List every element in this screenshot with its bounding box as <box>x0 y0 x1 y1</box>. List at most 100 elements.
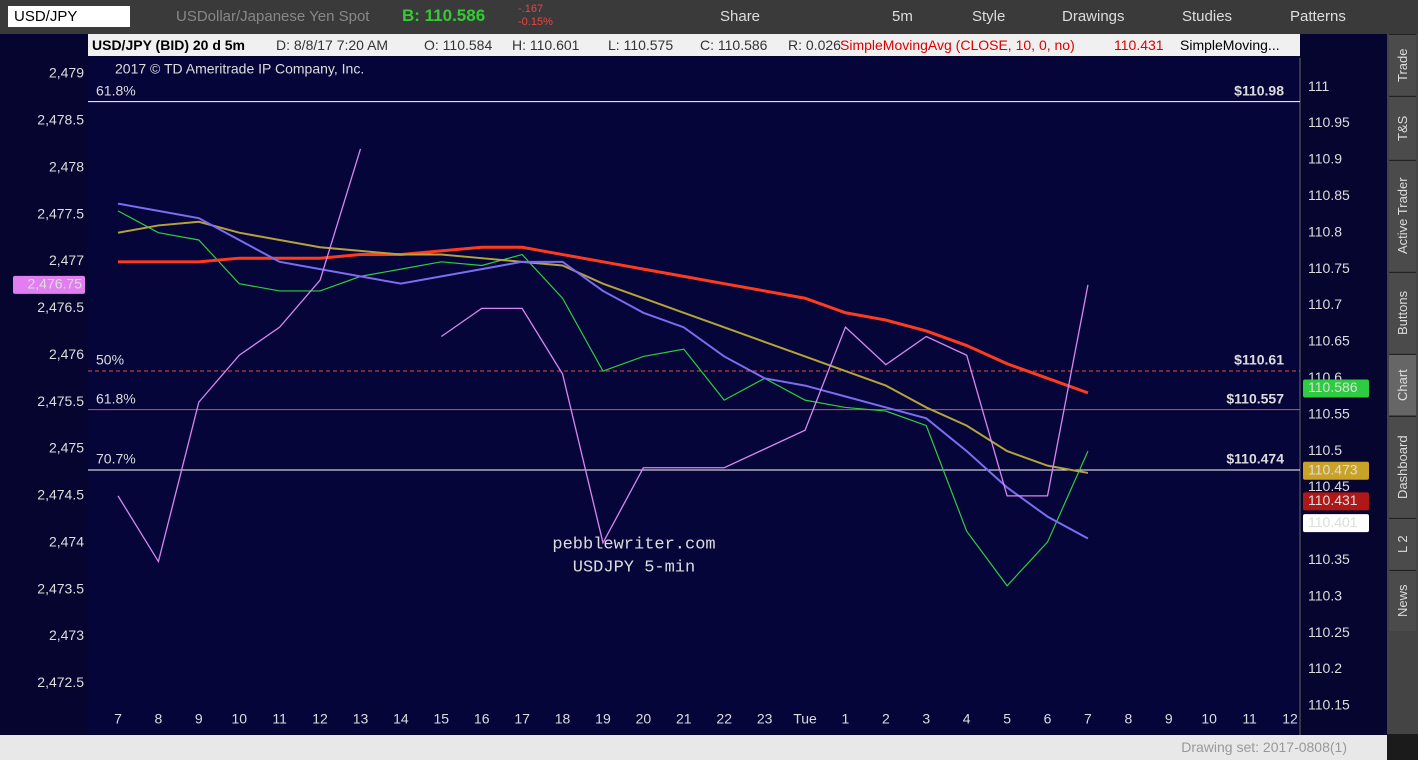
button[interactable]: Style <box>972 8 1006 25</box>
toolbar: USD/JPY USDollar/Japanese Yen Spot B: 11… <box>0 0 1418 34</box>
y-tick-label: 2,474 <box>49 533 84 549</box>
fib-price: $110.474 <box>1226 451 1284 467</box>
y-tick-label: 2,477.5 <box>37 205 84 221</box>
price-badge <box>1303 514 1369 533</box>
x-tick-label: 8 <box>155 711 163 727</box>
x-tick-label: 10 <box>231 711 247 727</box>
y2-tick-label: 110.35 <box>1308 551 1350 567</box>
y-tick-label: 2,474.5 <box>37 487 84 503</box>
x-tick-label: 14 <box>393 711 409 727</box>
y2-tick-label: 110.65 <box>1308 333 1350 349</box>
series-line <box>117 148 362 564</box>
info-bar: USD/JPY (BID) 20 d 5m D: 8/8/17 7:20 AM O:… <box>88 34 1300 56</box>
y2-tick-label: 110.95 <box>1308 114 1350 130</box>
side-tab[interactable]: News <box>1389 570 1416 631</box>
side-tab[interactable]: Active Trader <box>1389 160 1416 271</box>
side-tab[interactable]: T&S <box>1389 96 1416 159</box>
price-badge <box>1303 379 1369 398</box>
button[interactable]: Share <box>720 8 761 25</box>
y-tick-label: 2,473.5 <box>37 580 84 596</box>
x-tick-label: 4 <box>963 711 971 727</box>
button[interactable]: Patterns <box>1290 8 1346 25</box>
info-item: C: 110.586 <box>700 37 768 53</box>
x-tick-label: 18 <box>555 711 571 727</box>
fib-label: 61.8% <box>96 390 136 406</box>
y-tick-label: 2,475 <box>49 440 84 456</box>
x-tick-label: 12 <box>312 711 328 727</box>
left-badge <box>13 275 85 294</box>
button[interactable]: Studies <box>1182 8 1233 25</box>
button[interactable]: 5m <box>892 8 913 25</box>
info-item: USD/JPY (BID) 20 d 5m <box>92 37 246 53</box>
y2-tick-label: 110.25 <box>1308 624 1350 640</box>
info-item: SimpleMoving... <box>1180 37 1280 53</box>
side-tabs: Trade T&S Active Trader Buttons Chart Dashboa… <box>1387 34 1418 734</box>
y2-tick-label: 110.3 <box>1308 587 1342 603</box>
x-tick-label: 1 <box>842 711 850 727</box>
info-item: H: 110.601 <box>512 37 580 53</box>
info-item: D: 8/8/17 7:20 AM <box>276 37 389 53</box>
info-item: L: 110.575 <box>608 37 674 53</box>
fib-label: 50% <box>96 352 124 368</box>
x-tick-label: 6 <box>1044 711 1052 727</box>
x-tick-label: 8 <box>1124 711 1132 727</box>
x-tick-label: 2 <box>882 711 890 727</box>
x-tick-label: 9 <box>195 711 203 727</box>
change: -.167 <box>518 3 544 15</box>
y-tick-label: 2,472.5 <box>37 674 84 690</box>
drawing-set: Drawing set: 2017-0808(1) <box>1181 739 1347 755</box>
y-tick-label: 2,478.5 <box>37 112 84 128</box>
description: USDollar/Japanese Yen Spot <box>176 8 370 25</box>
chart: 2,472.5 2,473 2,473.5 2,474 2,474.5 2,475 2,47… <box>0 34 1387 735</box>
y-tick-label: 2,477 <box>49 252 84 268</box>
x-tick-label: 5 <box>1003 711 1011 727</box>
x-tick-label: 21 <box>676 711 692 727</box>
x-tick-label: Tue <box>793 711 817 727</box>
side-tab[interactable]: Chart <box>1389 354 1416 415</box>
y2-tick-label: 110.2 <box>1308 660 1342 676</box>
price-badge-label: 110.586 <box>1308 379 1358 395</box>
price-badge-label: 110.401 <box>1308 514 1358 530</box>
fib-label: 70.7% <box>96 451 136 467</box>
x-tick-label: 20 <box>636 711 652 727</box>
y-tick-label: 2,476.5 <box>37 299 84 315</box>
x-tick-label: 13 <box>353 711 369 727</box>
y-tick-label: 2,478 <box>49 158 84 174</box>
y-tick-label: 2,473 <box>49 627 84 643</box>
x-tick-label: 7 <box>114 711 122 727</box>
fib-price: $110.61 <box>1234 352 1284 368</box>
series-line <box>118 245 1089 395</box>
x-tick-label: 17 <box>514 711 530 727</box>
series-line <box>117 202 1089 540</box>
y2-tick-label: 110.85 <box>1308 187 1350 203</box>
x-tick-label: 15 <box>434 711 450 727</box>
y-tick-label: 2,476 <box>49 346 84 362</box>
y-tick-label: 2,479 <box>49 65 84 81</box>
side-tab[interactable]: L 2 <box>1389 518 1416 569</box>
side-tab[interactable]: Trade <box>1389 34 1416 95</box>
change-pct: -0.15% <box>518 16 553 28</box>
side-tab[interactable]: Dashboard <box>1389 416 1416 517</box>
y2-tick-label: 110.45 <box>1308 478 1350 494</box>
y2-tick-label: 110.55 <box>1308 405 1350 421</box>
footer: Drawing set: 2017-0808(1) <box>0 735 1387 760</box>
series-line <box>440 284 1089 545</box>
series-line <box>117 210 1089 587</box>
button[interactable]: Drawings <box>1062 8 1125 25</box>
fib-price: $110.557 <box>1226 390 1284 406</box>
x-tick-label: 12 <box>1282 711 1298 727</box>
symbol-box[interactable]: USD/JPY <box>8 6 130 27</box>
watermark: pebblewriter.com <box>552 535 715 554</box>
y2-tick-label: 110.7 <box>1308 296 1342 312</box>
price-badge <box>1303 461 1369 480</box>
side-tab[interactable]: Buttons <box>1389 272 1416 353</box>
x-tick-label: 11 <box>1242 711 1257 727</box>
y-tick-label: 2,475.5 <box>37 393 84 409</box>
fib-price: $110.98 <box>1234 82 1284 98</box>
watermark: USDJPY 5-min <box>573 558 695 577</box>
y2-tick-label: 110.15 <box>1308 697 1350 713</box>
x-tick-label: 3 <box>922 711 930 727</box>
x-tick-label: 11 <box>272 711 287 727</box>
bid: B: 110.586 <box>402 6 486 25</box>
